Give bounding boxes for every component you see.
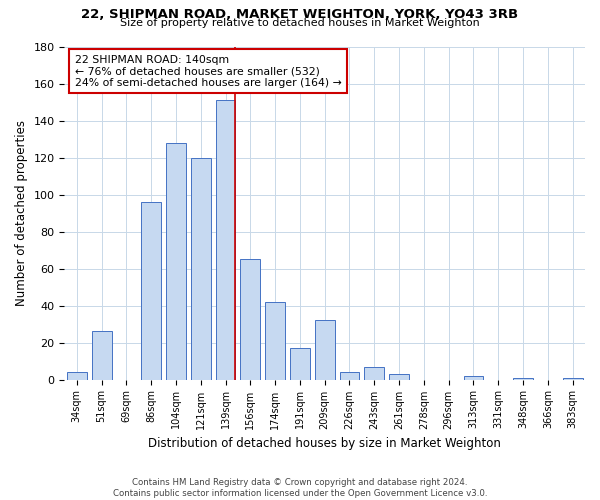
Bar — [215, 100, 235, 379]
Bar — [191, 158, 211, 380]
X-axis label: Distribution of detached houses by size in Market Weighton: Distribution of detached houses by size … — [148, 437, 501, 450]
Bar — [166, 142, 186, 380]
Text: Contains HM Land Registry data © Crown copyright and database right 2024.
Contai: Contains HM Land Registry data © Crown c… — [113, 478, 487, 498]
Bar — [241, 260, 260, 380]
Bar — [364, 366, 384, 380]
Bar — [340, 372, 359, 380]
Bar — [290, 348, 310, 380]
Bar — [513, 378, 533, 380]
Bar — [389, 374, 409, 380]
Bar — [141, 202, 161, 380]
Text: Size of property relative to detached houses in Market Weighton: Size of property relative to detached ho… — [120, 18, 480, 28]
Bar — [92, 332, 112, 380]
Text: 22, SHIPMAN ROAD, MARKET WEIGHTON, YORK, YO43 3RB: 22, SHIPMAN ROAD, MARKET WEIGHTON, YORK,… — [82, 8, 518, 20]
Bar — [67, 372, 87, 380]
Bar — [563, 378, 583, 380]
Bar — [265, 302, 285, 380]
Bar — [315, 320, 335, 380]
Text: 22 SHIPMAN ROAD: 140sqm
← 76% of detached houses are smaller (532)
24% of semi-d: 22 SHIPMAN ROAD: 140sqm ← 76% of detache… — [75, 55, 341, 88]
Y-axis label: Number of detached properties: Number of detached properties — [15, 120, 28, 306]
Bar — [464, 376, 484, 380]
